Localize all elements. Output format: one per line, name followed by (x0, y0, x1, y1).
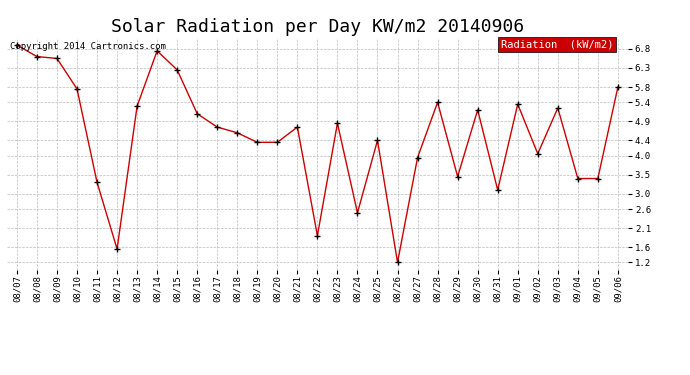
Text: Copyright 2014 Cartronics.com: Copyright 2014 Cartronics.com (10, 42, 166, 51)
Text: Radiation  (kW/m2): Radiation (kW/m2) (501, 40, 613, 50)
Title: Solar Radiation per Day KW/m2 20140906: Solar Radiation per Day KW/m2 20140906 (111, 18, 524, 36)
